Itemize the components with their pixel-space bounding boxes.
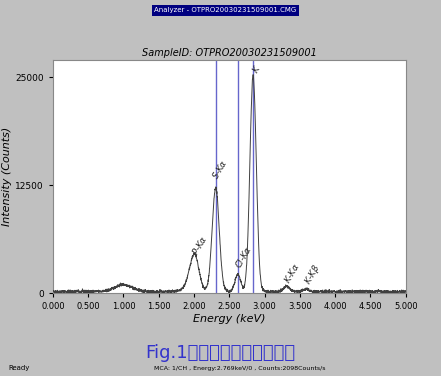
Text: $P$-$K\alpha$: $P$-$K\alpha$ bbox=[190, 233, 210, 257]
Text: $S$-$K\alpha$: $S$-$K\alpha$ bbox=[209, 157, 230, 181]
X-axis label: Energy (keV): Energy (keV) bbox=[193, 314, 265, 324]
Y-axis label: Intensity (Counts): Intensity (Counts) bbox=[3, 127, 12, 226]
Title: SampleID: OTPRO20030231509001: SampleID: OTPRO20030231509001 bbox=[142, 48, 317, 58]
Text: Analyzer - OTPRO20030231509001.CMG: Analyzer - OTPRO20030231509001.CMG bbox=[154, 7, 297, 13]
Text: MCA: 1/CH , Energy:2.769keV/0 , Counts:2098Counts/s: MCA: 1/CH , Energy:2.769keV/0 , Counts:2… bbox=[154, 366, 326, 371]
Text: Fig.1　中国産プロファイル: Fig.1 中国産プロファイル bbox=[146, 344, 295, 362]
Text: $K$-$K\beta$: $K$-$K\beta$ bbox=[301, 262, 323, 287]
Text: $K$: $K$ bbox=[250, 62, 263, 75]
Text: $K$-$K\alpha$: $K$-$K\alpha$ bbox=[281, 261, 302, 285]
Text: $Cl$-$K\alpha$: $Cl$-$K\alpha$ bbox=[233, 244, 254, 270]
Text: Ready: Ready bbox=[9, 365, 30, 371]
